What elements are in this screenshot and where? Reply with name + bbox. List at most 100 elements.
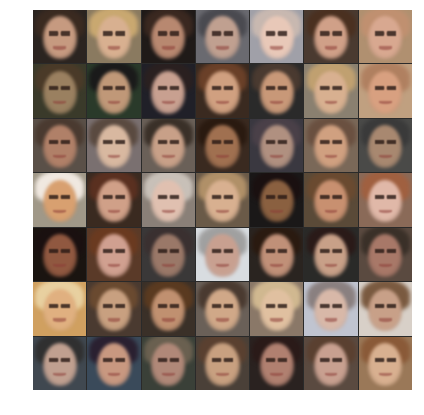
- face: [368, 179, 403, 223]
- mouth: [324, 46, 338, 50]
- eyes: [266, 249, 288, 254]
- face: [314, 125, 349, 168]
- eyes: [103, 194, 125, 199]
- face-tile: [250, 336, 304, 390]
- eyes: [103, 303, 125, 308]
- eyes: [157, 249, 179, 254]
- mouth: [107, 46, 121, 50]
- eyes: [157, 303, 179, 308]
- face-tile: [304, 64, 358, 118]
- face: [314, 342, 349, 386]
- face-image-grid: [33, 10, 412, 390]
- face: [314, 234, 349, 277]
- face-tile: [141, 64, 195, 118]
- face: [96, 234, 131, 277]
- mouth: [378, 209, 392, 213]
- mouth: [378, 100, 392, 104]
- face-tile: [358, 64, 412, 118]
- eyes: [320, 194, 342, 199]
- eyes: [211, 249, 234, 254]
- face: [205, 342, 240, 386]
- mouth: [216, 264, 229, 268]
- eyes: [157, 194, 179, 199]
- mouth: [161, 318, 175, 322]
- face-tile: [250, 282, 304, 336]
- face: [368, 16, 403, 60]
- mouth: [378, 155, 392, 159]
- mouth: [107, 318, 121, 322]
- eyes: [211, 357, 234, 363]
- face-tile: [304, 118, 358, 173]
- eyes: [320, 357, 342, 363]
- eyes: [320, 249, 342, 254]
- face-tile: [195, 227, 250, 282]
- eyes: [266, 357, 288, 363]
- mouth: [53, 46, 67, 50]
- eyes: [211, 303, 234, 308]
- face-tile: [141, 10, 195, 64]
- mouth: [324, 155, 338, 159]
- face: [205, 16, 240, 60]
- face: [151, 125, 186, 168]
- face-tile: [195, 10, 250, 64]
- face: [151, 16, 186, 60]
- mouth: [216, 318, 229, 322]
- face-tile: [87, 173, 141, 227]
- eyes: [48, 194, 71, 199]
- eyes: [48, 85, 71, 91]
- face: [96, 16, 131, 60]
- face: [42, 179, 77, 223]
- eyes: [157, 85, 179, 91]
- face: [96, 288, 131, 332]
- face-tile: [33, 336, 87, 390]
- face: [205, 179, 240, 223]
- mouth: [161, 264, 175, 268]
- mouth: [161, 46, 175, 50]
- mouth: [53, 264, 67, 268]
- face: [259, 288, 294, 332]
- face: [151, 70, 186, 114]
- eyes: [48, 249, 71, 254]
- mouth: [53, 318, 67, 322]
- face-tile: [304, 282, 358, 336]
- eyes: [320, 31, 342, 36]
- face-tile: [250, 227, 304, 282]
- mouth: [107, 100, 121, 104]
- face-tile: [250, 10, 304, 64]
- face-tile: [358, 173, 412, 227]
- eyes: [211, 140, 234, 145]
- eyes: [157, 140, 179, 145]
- eyes: [266, 31, 288, 36]
- face: [259, 342, 294, 386]
- eyes: [374, 85, 396, 91]
- face-tile: [304, 336, 358, 390]
- face-tile: [358, 227, 412, 282]
- face-tile: [304, 173, 358, 227]
- mouth: [378, 46, 392, 50]
- face: [96, 70, 131, 114]
- face-tile: [358, 10, 412, 64]
- face-tile: [33, 10, 87, 64]
- eyes: [48, 303, 71, 308]
- eyes: [266, 194, 288, 199]
- face-tile: [87, 64, 141, 118]
- face-tile: [195, 64, 250, 118]
- face: [96, 125, 131, 168]
- face: [259, 70, 294, 114]
- eyes: [48, 31, 71, 36]
- mouth: [107, 264, 121, 268]
- mouth: [378, 264, 392, 268]
- face: [205, 234, 240, 277]
- face-tile: [87, 10, 141, 64]
- eyes: [103, 31, 125, 36]
- face: [368, 234, 403, 277]
- mouth: [270, 264, 284, 268]
- mouth: [216, 155, 229, 159]
- mouth: [107, 209, 121, 213]
- eyes: [211, 85, 234, 91]
- eyes: [157, 357, 179, 363]
- face-tile: [87, 227, 141, 282]
- face: [368, 342, 403, 386]
- face: [314, 179, 349, 223]
- face: [96, 342, 131, 386]
